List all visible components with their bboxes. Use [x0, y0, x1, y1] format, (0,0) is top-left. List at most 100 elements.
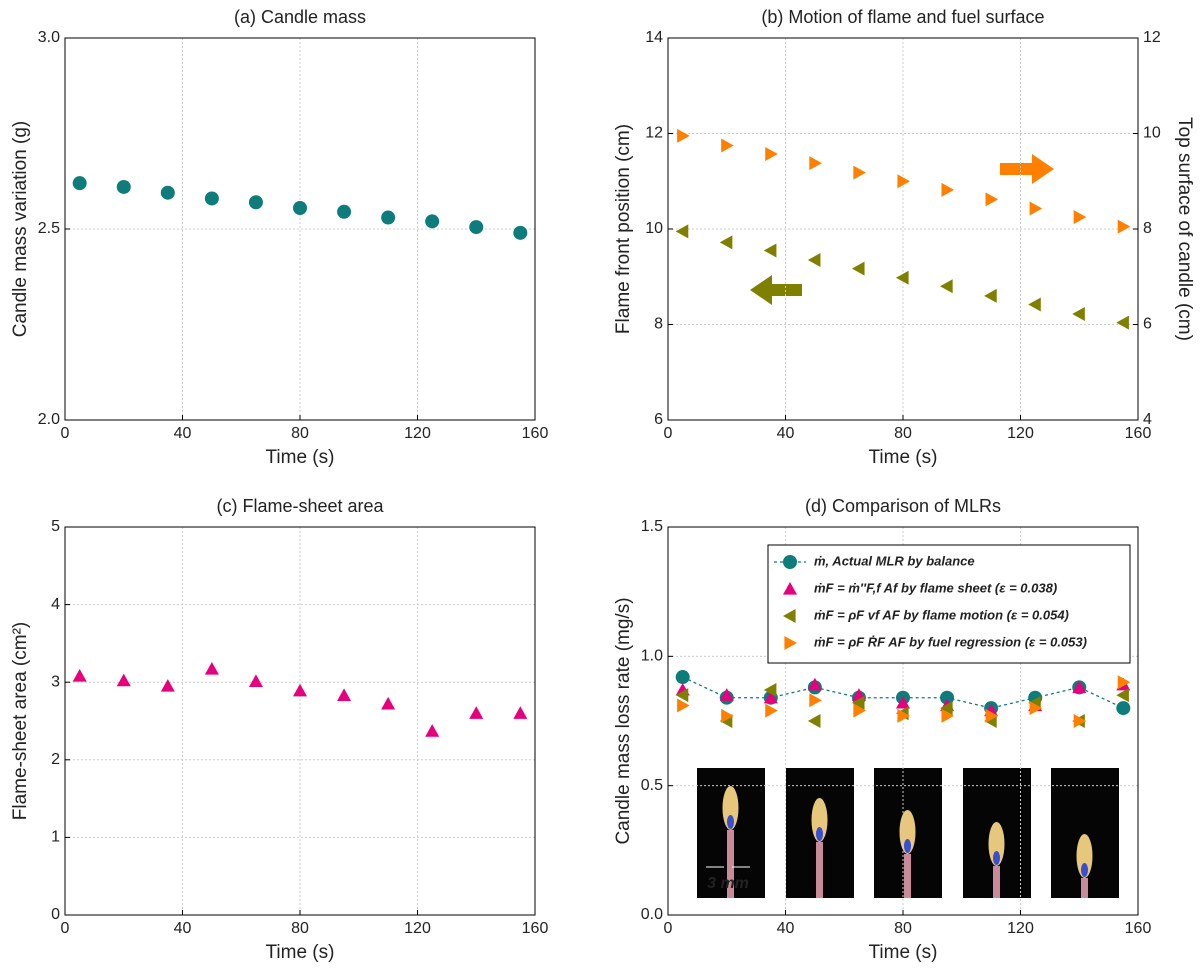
x-axis-label: Time (s) — [869, 942, 938, 963]
marker — [1073, 210, 1087, 225]
marker — [1029, 201, 1043, 216]
y2-axis-label: Top surface of candle (cm) — [1174, 117, 1195, 341]
x-tick-label: 120 — [1007, 920, 1034, 937]
marker — [765, 147, 778, 162]
marker — [337, 204, 352, 219]
marker — [719, 235, 733, 250]
x-tick-label: 160 — [522, 920, 549, 937]
x-tick-label: 160 — [1125, 425, 1152, 442]
candle — [993, 866, 1000, 898]
marker — [1072, 306, 1085, 321]
legend-label: ṁF = ṁ″F,f Af by flame sheet (ε = 0.038) — [814, 580, 1057, 595]
flame-core — [904, 839, 911, 853]
legend-marker — [784, 636, 797, 650]
marker — [381, 210, 396, 225]
marker — [807, 714, 821, 728]
marker — [763, 243, 777, 258]
y-tick-label: 14 — [645, 29, 663, 46]
marker — [293, 683, 307, 697]
marker — [1073, 714, 1087, 728]
candle-photos — [697, 768, 1119, 898]
marker — [941, 182, 955, 197]
x-tick-label: 120 — [1007, 425, 1034, 442]
marker — [1072, 680, 1087, 693]
marker — [807, 677, 822, 691]
marker — [941, 708, 955, 723]
marker — [807, 253, 821, 268]
marker — [1116, 688, 1129, 703]
x-tick-label: 40 — [174, 425, 192, 442]
marker — [851, 695, 865, 710]
x-tick-label: 80 — [894, 920, 912, 937]
marker — [293, 200, 307, 215]
y-tick-label: 5 — [51, 518, 60, 535]
legend-label: ṁ, Actual MLR by balance — [814, 553, 975, 568]
marker — [719, 688, 734, 701]
marker — [425, 214, 440, 229]
marker — [940, 701, 953, 716]
legend-label: ṁF = ρF vf AF by flame motion (ε = 0.054… — [814, 607, 1069, 622]
marker — [72, 176, 87, 191]
marker — [851, 261, 865, 276]
marker — [675, 670, 690, 685]
y2-tick-label: 4 — [1143, 411, 1152, 428]
y-tick-label: 10 — [645, 220, 663, 237]
flame-glow — [988, 822, 1005, 866]
marker — [513, 225, 528, 240]
legend-marker — [783, 582, 797, 595]
marker — [985, 192, 999, 207]
plot-frame — [64, 526, 536, 916]
marker — [763, 690, 778, 704]
plot-frame — [64, 37, 536, 421]
marker — [1029, 701, 1043, 716]
flame-glow — [722, 786, 739, 830]
marker — [677, 698, 690, 713]
marker — [984, 288, 997, 303]
y-tick-label: 8 — [654, 316, 663, 333]
flame-core — [816, 827, 823, 841]
marker — [809, 156, 822, 171]
x-tick-label: 120 — [404, 920, 431, 937]
marker — [765, 703, 778, 718]
marker — [809, 693, 822, 708]
candle — [1081, 878, 1088, 898]
marker — [160, 679, 175, 692]
marker — [425, 724, 440, 737]
marker — [116, 179, 131, 194]
legend-marker — [783, 555, 797, 569]
x-tick-label: 80 — [894, 425, 912, 442]
y-axis-label: Flame-sheet area (cm²) — [10, 622, 31, 821]
marker — [1117, 219, 1131, 234]
marker — [1116, 315, 1129, 330]
marker — [897, 708, 910, 723]
marker — [469, 220, 484, 235]
x-tick-label: 0 — [664, 425, 673, 442]
y-tick-label: 1.5 — [641, 518, 663, 535]
marker — [116, 673, 131, 687]
flame-core — [993, 851, 1000, 865]
y-axis-label: Candle mass variation (g) — [10, 121, 31, 337]
y-tick-label: 4 — [51, 596, 60, 613]
x-tick-label: 0 — [664, 920, 673, 937]
candle — [727, 830, 734, 898]
x-tick-label: 80 — [291, 425, 309, 442]
marker — [204, 662, 219, 675]
flame-core — [1081, 863, 1088, 877]
legend-box — [767, 544, 1131, 664]
x-axis-label: Time (s) — [869, 447, 938, 468]
marker — [677, 128, 690, 143]
y2-tick-label: 12 — [1143, 29, 1161, 46]
flame-glow — [811, 798, 828, 842]
marker — [721, 138, 734, 153]
marker — [896, 695, 910, 709]
legend-marker — [783, 609, 796, 623]
marker — [204, 191, 219, 206]
marker — [853, 165, 866, 180]
marker — [248, 195, 263, 210]
marker — [513, 706, 528, 719]
series-line — [682, 676, 1124, 709]
x-tick-label: 0 — [61, 920, 70, 937]
y-tick-label: 2 — [51, 751, 60, 768]
y-tick-label: 6 — [654, 411, 663, 428]
